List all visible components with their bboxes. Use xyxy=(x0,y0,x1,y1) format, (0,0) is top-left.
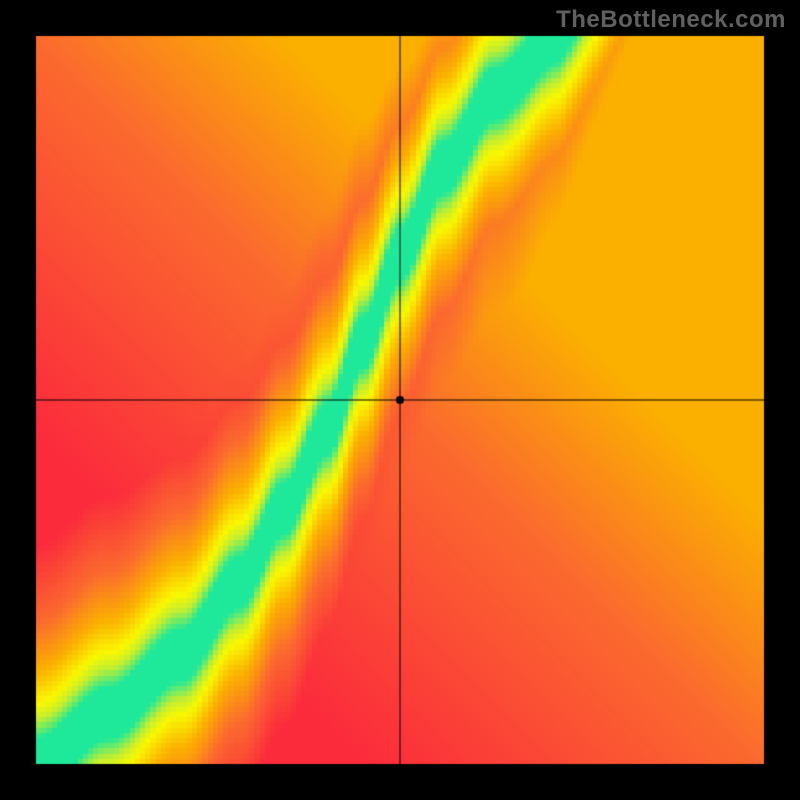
watermark-label: TheBottleneck.com xyxy=(556,6,786,34)
heatmap-chart xyxy=(0,0,800,800)
